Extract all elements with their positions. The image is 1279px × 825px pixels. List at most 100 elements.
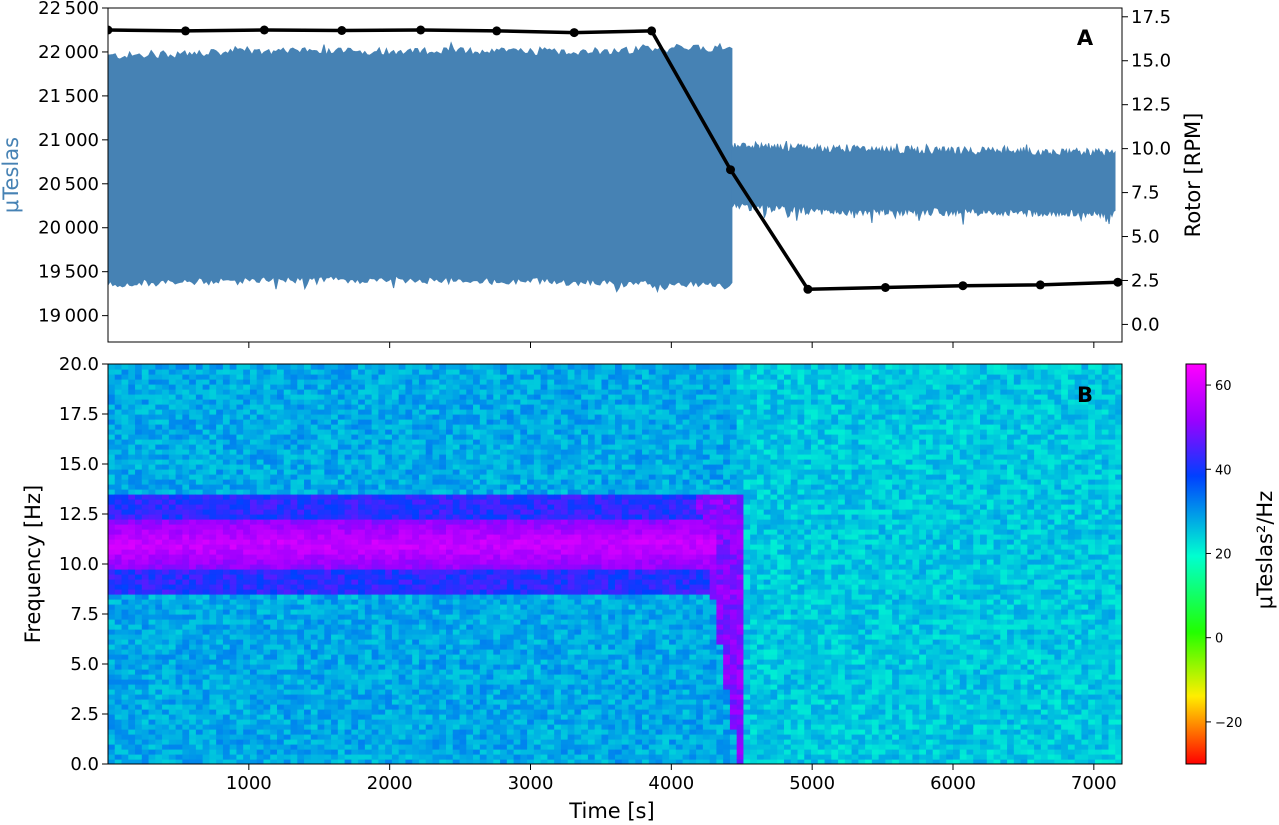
spectrogram-cell	[486, 644, 494, 650]
spectrogram-cell	[263, 639, 271, 645]
spectrogram-cell	[263, 724, 271, 730]
spectrogram-cell	[277, 384, 285, 390]
spectrogram-cell	[277, 549, 285, 555]
spectrogram-cell	[141, 464, 150, 470]
spectrogram-cell	[473, 364, 481, 370]
spectrogram-cell	[506, 514, 515, 520]
spectrogram-cell	[236, 754, 244, 760]
spectrogram-cell	[351, 484, 359, 490]
spectrogram-cell	[331, 504, 339, 510]
spectrogram-cell	[243, 694, 251, 700]
spectrogram-cell	[148, 484, 156, 490]
spectrogram-cell	[310, 594, 319, 600]
spectrogram-cell	[459, 599, 467, 605]
spectrogram-cell	[493, 614, 501, 620]
spectrogram-cell	[182, 624, 190, 630]
spectrogram-cell	[202, 709, 210, 715]
spectrogram-cell	[216, 569, 224, 575]
spectrogram-cell	[378, 384, 386, 390]
spectrogram-cell	[358, 739, 366, 745]
spectrogram-cell	[398, 609, 407, 615]
spectrogram-cell	[263, 634, 271, 640]
spectrogram-cell	[175, 644, 183, 650]
spectrogram-cell	[209, 494, 217, 500]
spectrogram-cell	[513, 689, 521, 695]
spectrogram-cell	[405, 609, 413, 615]
spectrogram-cell	[385, 464, 393, 470]
spectrogram-cell	[297, 664, 305, 670]
spectrogram-cell	[236, 684, 244, 690]
spectrogram-cell	[351, 739, 359, 745]
spectrogram-cell	[256, 699, 265, 705]
spectrogram-cell	[209, 744, 217, 750]
spectrogram-cell	[466, 409, 474, 415]
spectrogram-cell	[324, 409, 332, 415]
spectrogram-cell	[155, 579, 163, 585]
spectrogram-cell	[209, 499, 217, 505]
spectrogram-cell	[108, 379, 116, 385]
spectrogram-cell	[236, 744, 244, 750]
spectrogram-cell	[229, 399, 238, 405]
spectrogram-cell	[222, 739, 231, 745]
spectrogram-cell	[114, 544, 123, 550]
spectrogram-cell	[243, 734, 251, 740]
spectrogram-cell	[344, 654, 352, 660]
spectrogram-cell	[249, 444, 258, 450]
spectrogram-cell	[297, 434, 305, 440]
spectrogram-cell	[189, 454, 197, 460]
spectrogram-cell	[182, 669, 190, 675]
spectrogram-cell	[459, 564, 467, 570]
spectrogram-cell	[371, 489, 379, 495]
spectrogram-cell	[263, 679, 271, 685]
spectrogram-cell	[148, 429, 156, 435]
spectrogram-cell	[236, 464, 244, 470]
spectrogram-cell	[236, 489, 244, 495]
spectrogram-cell	[439, 479, 447, 485]
spectrogram-cell	[229, 729, 238, 735]
spectrogram-cell	[209, 389, 217, 395]
spectrogram-cell	[114, 624, 123, 630]
spectrogram-cell	[263, 564, 271, 570]
spectrogram-cell	[358, 744, 366, 750]
spectrogram-cell	[263, 524, 271, 530]
spectrogram-cell	[135, 754, 143, 760]
spectrogram-cell	[358, 679, 366, 685]
spectrogram-cell	[358, 654, 366, 660]
spectrogram-cell	[418, 604, 427, 610]
spectrogram-cell	[249, 619, 258, 625]
spectrogram-cell	[337, 619, 346, 625]
spectrogram-cell	[216, 659, 224, 665]
spectrogram-cell	[310, 629, 319, 635]
spectrogram-cell	[358, 389, 366, 395]
spectrogram-cell	[405, 659, 413, 665]
spectrogram-cell	[290, 669, 298, 675]
spectrogram-cell	[371, 599, 379, 605]
spectrogram-cell	[135, 639, 143, 645]
panel-a-bottom-axis	[248, 342, 1095, 348]
spectrogram-cell	[256, 484, 265, 490]
spectrogram-cell	[236, 644, 244, 650]
spectrogram-cell	[391, 524, 400, 530]
spectrogram-cell	[135, 494, 143, 500]
spectrogram-cell	[466, 524, 474, 530]
spectrogram-cell	[405, 734, 413, 740]
spectrogram-cell	[277, 654, 285, 660]
spectrogram-cell	[216, 379, 224, 385]
spectrogram-cell	[439, 434, 447, 440]
spectrogram-cell	[344, 479, 352, 485]
spectrogram-cell	[385, 584, 393, 590]
spectrogram-cell	[391, 699, 400, 705]
spectrogram-cell	[358, 599, 366, 605]
spectrogram-cell	[304, 714, 312, 720]
spectrogram-cell	[141, 599, 150, 605]
spectrogram-cell	[358, 449, 366, 455]
spectrogram-cell	[108, 409, 116, 415]
spectrogram-cell	[466, 684, 474, 690]
spectrogram-cell	[121, 674, 129, 680]
spectrogram-cell	[466, 529, 474, 535]
spectrogram-cell	[108, 399, 116, 405]
spectrogram-cell	[283, 409, 292, 415]
spectrogram-cell	[168, 534, 177, 540]
spectrogram-cell	[243, 484, 251, 490]
spectrogram-cell	[398, 494, 407, 500]
